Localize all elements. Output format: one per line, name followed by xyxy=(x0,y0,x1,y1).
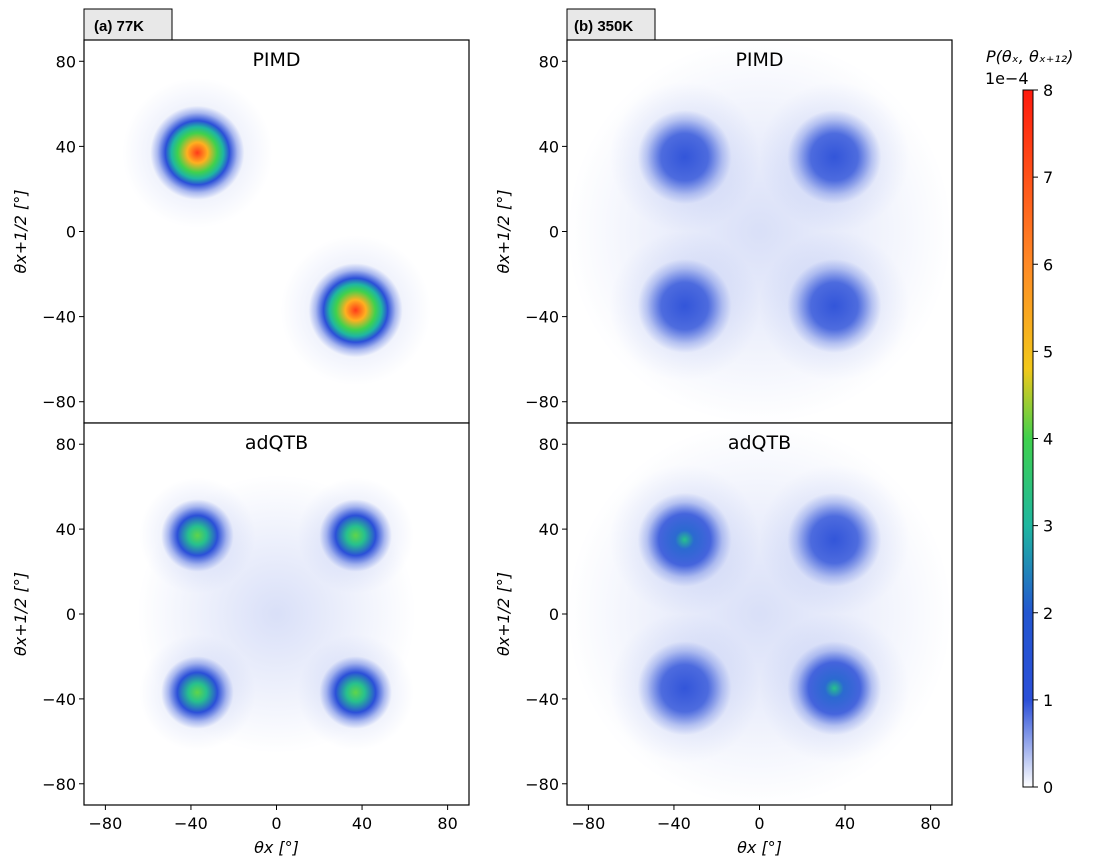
density-peak-2 xyxy=(637,641,732,736)
panel-title: PIMD xyxy=(735,49,783,71)
y-axis-label: θx+1/2 [°] xyxy=(494,572,513,656)
panel-0: PIMD −80 −40 0 40 80 θx+1/2 [°] xyxy=(11,39,470,424)
panel-1: PIMD −80 −40 0 40 80 θx+1/2 [°] xyxy=(494,39,953,424)
panel-tag-b: (b) 350K xyxy=(566,8,656,41)
panel-title: adQTB xyxy=(728,432,791,454)
colorbar-label: P(θₓ, θₓ₊₁₂) xyxy=(986,47,1073,66)
plot-background xyxy=(84,40,469,423)
y-tick-label: 80 xyxy=(539,52,559,71)
x-tick-label: −40 xyxy=(657,814,691,833)
density-peak-1 xyxy=(319,499,392,572)
y-tick-label: 80 xyxy=(539,435,559,454)
colorbar: P(θₓ, θₓ₊₁₂) 1e−4 0 1 2 3 4 5 6 7 8 xyxy=(985,47,1073,797)
y-tick-label: 0 xyxy=(549,605,559,624)
plot-area xyxy=(567,423,952,805)
y-tick-label: 40 xyxy=(539,520,559,539)
colorbar-tick-label: 1 xyxy=(1043,691,1053,710)
background-density xyxy=(567,40,952,423)
y-tick-label: 40 xyxy=(539,137,559,156)
density-peak-3 xyxy=(787,641,882,736)
x-tick-label: 40 xyxy=(835,814,855,833)
x-tick-label: 80 xyxy=(920,814,940,833)
density-peak-3 xyxy=(787,258,882,354)
x-tick-label: 0 xyxy=(271,814,281,833)
y-tick-label: −40 xyxy=(525,308,559,327)
y-axis-label: θx+1/2 [°] xyxy=(11,190,30,274)
x-axis-label: θx [°] xyxy=(254,838,299,857)
colorbar-tick-label: 2 xyxy=(1043,604,1053,623)
density-peak-0 xyxy=(637,109,732,205)
x-tick-label: 0 xyxy=(754,814,764,833)
background-density xyxy=(567,423,952,805)
density-peak-0 xyxy=(150,105,245,200)
panel-tag-a-label: (a) 77K xyxy=(94,18,144,35)
density-peak-3 xyxy=(319,656,392,729)
y-tick-label: 80 xyxy=(56,435,76,454)
y-tick-label: −40 xyxy=(42,690,76,709)
panel-3: adQTB −80 −40 0 40 80 θx+1/2 [°] −80 −40 0 40 80 θx … xyxy=(494,422,953,857)
panel-2: adQTB −80 −40 0 40 80 θx+1/2 [°] −80 −40 0 40 80 θx … xyxy=(11,422,470,857)
y-tick-label: −80 xyxy=(525,393,559,412)
panel-title: adQTB xyxy=(245,432,308,454)
colorbar-tick-label: 5 xyxy=(1043,342,1053,361)
y-tick-label: 0 xyxy=(66,223,76,242)
y-tick-label: 80 xyxy=(56,52,76,71)
panel-title: PIMD xyxy=(252,49,300,71)
y-tick-label: −40 xyxy=(42,308,76,327)
x-tick-label: 40 xyxy=(352,814,372,833)
colorbar-ticks: 0 1 2 3 4 5 6 7 8 xyxy=(1033,81,1053,797)
density-peak-1 xyxy=(308,263,403,358)
panel-tag-a: (a) 77K xyxy=(83,8,173,41)
colorbar-tick-label: 7 xyxy=(1043,168,1053,187)
x-tick-label: −40 xyxy=(174,814,208,833)
density-peak-2 xyxy=(637,258,732,354)
colorbar-bar xyxy=(1022,89,1034,788)
x-tick-label: −80 xyxy=(89,814,123,833)
density-peak-1 xyxy=(787,109,882,205)
y-tick-label: −80 xyxy=(42,775,76,794)
colorbar-tick-label: 0 xyxy=(1043,778,1053,797)
y-axis-label: θx+1/2 [°] xyxy=(11,572,30,656)
colorbar-multiplier: 1e−4 xyxy=(985,69,1029,88)
colorbar-tick-label: 8 xyxy=(1043,81,1053,100)
plot-area xyxy=(84,423,469,805)
y-axis-label: θx+1/2 [°] xyxy=(494,190,513,274)
x-tick-label: 80 xyxy=(437,814,457,833)
density-peak-0 xyxy=(161,499,234,572)
x-tick-label: −80 xyxy=(572,814,606,833)
x-axis-label: θx [°] xyxy=(737,838,782,857)
density-peak-0 xyxy=(637,492,732,587)
plot-area xyxy=(84,40,469,423)
density-peak-1 xyxy=(787,492,882,587)
panel-tag-b-label: (b) 350K xyxy=(574,18,633,35)
y-tick-label: 40 xyxy=(56,520,76,539)
y-tick-label: 0 xyxy=(66,605,76,624)
y-tick-label: 40 xyxy=(56,137,76,156)
density-peak-2 xyxy=(161,656,234,729)
y-tick-label: −40 xyxy=(525,690,559,709)
y-tick-label: −80 xyxy=(42,393,76,412)
colorbar-tick-label: 4 xyxy=(1043,430,1053,449)
plot-area xyxy=(567,40,952,423)
colorbar-tick-label: 3 xyxy=(1043,517,1053,536)
y-tick-label: 0 xyxy=(549,223,559,242)
heatmap-panels: PIMD −80 −40 0 40 80 θx+1/2 [°] PIMD −80 −40 0 40 80… xyxy=(11,39,953,857)
colorbar-tick-label: 6 xyxy=(1043,255,1053,274)
y-tick-label: −80 xyxy=(525,775,559,794)
